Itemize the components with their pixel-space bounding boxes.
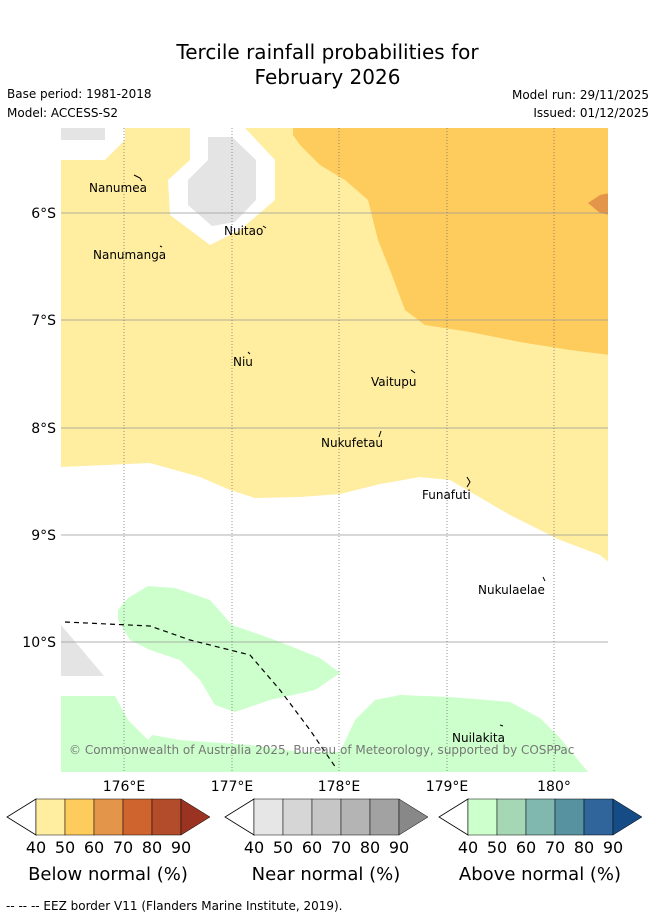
colorbar-swatch <box>496 798 527 836</box>
lat-tick-label: 6°S <box>31 206 56 222</box>
above-normal-region-1 <box>118 586 340 712</box>
colorbar-label: 40 <box>244 838 264 857</box>
lon-tick-label: 177°E <box>211 779 254 795</box>
colorbar-swatch <box>122 798 153 836</box>
colorbar-label: 90 <box>603 838 623 857</box>
title-line-1: Tercile rainfall probabilities for <box>176 40 479 64</box>
colorbar-label: 80 <box>574 838 594 857</box>
place-label: Nukufetau <box>321 436 383 450</box>
below-normal-50-region <box>293 128 608 355</box>
colorbar-label: 60 <box>516 838 536 857</box>
map-title: Tercile rainfall probabilities for Febru… <box>0 40 655 90</box>
colorbar-label: 60 <box>302 838 322 857</box>
colorbar-label: 50 <box>55 838 75 857</box>
near-normal-corner-bottom <box>61 625 104 676</box>
lat-tick-label: 7°S <box>31 313 56 329</box>
colorbar-label: 50 <box>273 838 293 857</box>
colorbar-label: 50 <box>487 838 507 857</box>
model-run: Model run: 29/11/2025 <box>511 88 649 102</box>
model-name: Model: ACCESS-S2 <box>7 106 119 120</box>
colorbar-swatch <box>369 798 400 836</box>
place-label: Nuilakita <box>452 731 505 745</box>
above-normal-region-2 <box>61 695 588 772</box>
place-label: Funafuti <box>422 488 471 502</box>
colorbar-swatch <box>180 798 211 836</box>
map-area: Nanumea Nuitao Nanumanga Niu Vaitupu Nuk… <box>61 128 608 772</box>
island-marks <box>133 174 546 727</box>
colorbar-swatch <box>311 798 342 836</box>
colorbar-swatch <box>253 798 284 836</box>
colorbar-swatch <box>525 798 556 836</box>
colorbar-swatch <box>282 798 313 836</box>
issued-date: Issued: 01/12/2025 <box>533 106 649 120</box>
colorbar-swatch <box>340 798 371 836</box>
colorbar-swatch <box>583 798 614 836</box>
colorbar-label: 90 <box>389 838 409 857</box>
lon-tick-label: 178°E <box>318 779 361 795</box>
longitude-gridlines <box>123 128 555 772</box>
latitude-gridlines <box>61 212 608 643</box>
lat-tick-label: 8°S <box>31 421 56 437</box>
colorbar-swatch <box>151 798 182 836</box>
colorbar-below-normal: 40 50 60 70 80 90 Below normal (%) <box>6 798 211 885</box>
colorbar-label: 70 <box>545 838 565 857</box>
place-label: Nanumea <box>89 181 147 195</box>
lat-tick-label: 9°S <box>31 528 56 544</box>
colorbar-title: Near normal (%) <box>252 864 401 885</box>
copyright-text: © Commonwealth of Australia 2025, Bureau… <box>69 743 574 757</box>
eez-footnote: -- -- -- EEZ border V11 (Flanders Marine… <box>6 899 343 913</box>
place-label: Vaitupu <box>371 375 417 389</box>
colorbar-swatch <box>554 798 585 836</box>
colorbar-swatch <box>93 798 124 836</box>
colorbar-label: 80 <box>142 838 162 857</box>
colorbar-swatch <box>35 798 66 836</box>
near-normal-corner-top <box>61 128 105 140</box>
colorbar-label: 90 <box>171 838 191 857</box>
eez-border <box>64 621 337 769</box>
colorbar-swatch <box>612 798 643 836</box>
colorbar-label: 60 <box>84 838 104 857</box>
colorbar-label: 70 <box>331 838 351 857</box>
colorbar-swatch <box>64 798 95 836</box>
colorbar-swatch <box>467 798 498 836</box>
near-normal-region <box>188 137 256 226</box>
colorbar-label: 40 <box>458 838 478 857</box>
colorbar-near-normal: 40 50 60 70 80 90 Near normal (%) <box>224 798 429 885</box>
colorbar-swatch <box>398 798 429 836</box>
place-label: Nuitao <box>224 224 263 238</box>
lon-tick-label: 176°E <box>103 779 146 795</box>
lat-tick-label: 10°S <box>22 635 56 651</box>
colorbar-label: 40 <box>26 838 46 857</box>
title-line-2: February 2026 <box>254 65 401 89</box>
lon-tick-label: 179°E <box>426 779 469 795</box>
colorbar-title: Below normal (%) <box>28 864 188 885</box>
place-label: Nukulaelae <box>478 583 545 597</box>
colorbar-label: 70 <box>113 838 133 857</box>
base-period: Base period: 1981-2018 <box>7 87 152 101</box>
place-label: Nanumanga <box>93 248 166 262</box>
colorbar-title: Above normal (%) <box>459 864 621 885</box>
place-label: Niu <box>233 355 253 369</box>
colorbar-label: 80 <box>360 838 380 857</box>
colorbar-above-normal: 40 50 60 70 80 90 Above normal (%) <box>438 798 643 885</box>
below-normal-60-region <box>588 193 608 215</box>
lon-tick-label: 180° <box>537 779 571 795</box>
